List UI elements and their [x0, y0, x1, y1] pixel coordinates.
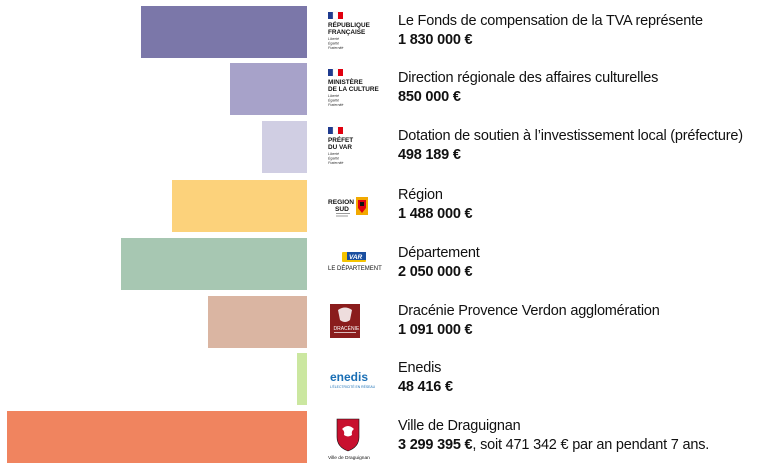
- var-departement-logo: VAR LE DÉPARTEMENT: [322, 242, 388, 286]
- chart-row: REGION SUD Région 1 488 000 €: [0, 180, 762, 232]
- chart-row: RÉPUBLIQUE FRANÇAISE Liberté Égalité Fratern…: [0, 6, 762, 58]
- value-label: 1 091 000 €: [398, 321, 762, 340]
- svg-text:SUD: SUD: [335, 206, 349, 213]
- chart-row: PRÉFET DU VAR Liberté Égalité Fraternité Dota…: [0, 121, 762, 173]
- value-label: 850 000 €: [398, 88, 762, 107]
- svg-text:Fraternité: Fraternité: [328, 161, 343, 165]
- svg-text:Égalité: Égalité: [328, 156, 339, 161]
- svg-text:Ville de Draguignan: Ville de Draguignan: [328, 455, 370, 461]
- chart-bar: [207, 296, 307, 348]
- svg-text:DRACÉNIE: DRACÉNIE: [334, 325, 361, 332]
- bar-label: Enedis 48 416 €: [398, 359, 762, 397]
- svg-text:Liberté: Liberté: [328, 152, 339, 156]
- category-label: Dracénie Provence Verdon agglomération: [398, 303, 660, 319]
- marianne-logo: PRÉFET DU VAR Liberté Égalité Fraternité: [322, 125, 388, 169]
- svg-text:PRÉFET: PRÉFET: [328, 135, 353, 144]
- chart-row: MINISTÈRE DE LA CULTURE Liberté Égalité Frat…: [0, 63, 762, 115]
- chart-bar: [261, 121, 307, 173]
- category-label: Le Fonds de compensation de la TVA repré…: [398, 13, 703, 29]
- svg-text:DU VAR: DU VAR: [328, 144, 352, 151]
- value-label: 498 189 €: [398, 146, 762, 165]
- bar-label: Dotation de soutien à l’investissement l…: [398, 127, 762, 165]
- svg-text:Égalité: Égalité: [328, 98, 339, 103]
- bar-label: Dracénie Provence Verdon agglomération 1 …: [398, 302, 762, 340]
- svg-text:L'ÉLECTRICITÉ EN RÉSEAU: L'ÉLECTRICITÉ EN RÉSEAU: [330, 384, 376, 389]
- svg-text:Égalité: Égalité: [328, 41, 339, 46]
- value-label: 1 830 000 €: [398, 31, 762, 50]
- svg-text:MINISTÈRE: MINISTÈRE: [328, 77, 364, 86]
- category-label: Département: [398, 245, 480, 261]
- bar-label: Direction régionale des affaires culture…: [398, 69, 762, 107]
- value-text: 2 050 000 €: [398, 264, 473, 280]
- category-label: Ville de Draguignan: [398, 418, 521, 434]
- bar-label: Région 1 488 000 €: [398, 186, 762, 224]
- enedis-logo: enedis L'ÉLECTRICITÉ EN RÉSEAU: [322, 357, 388, 401]
- svg-text:enedis: enedis: [330, 370, 368, 384]
- category-label: Enedis: [398, 360, 442, 376]
- marianne-logo: MINISTÈRE DE LA CULTURE Liberté Égalité Frat…: [322, 67, 388, 111]
- svg-text:Liberté: Liberté: [328, 37, 339, 41]
- chart-row: VAR LE DÉPARTEMENT Département 2 050 000 €: [0, 238, 762, 290]
- bar-label: Département 2 050 000 €: [398, 244, 762, 282]
- svg-text:Fraternité: Fraternité: [328, 46, 343, 50]
- svg-text:Liberté: Liberté: [328, 94, 339, 98]
- value-text: 3 299 395 €: [398, 437, 473, 453]
- marianne-logo: RÉPUBLIQUE FRANÇAISE Liberté Égalité Fratern…: [322, 10, 388, 54]
- category-label: Dotation de soutien à l’investissement l…: [398, 128, 743, 144]
- value-text: 498 189 €: [398, 147, 461, 163]
- chart-row: Ville de Draguignan Ville de Draguignan 3 …: [0, 411, 762, 463]
- chart-row: enedis L'ÉLECTRICITÉ EN RÉSEAU Enedis 48 41…: [0, 353, 762, 405]
- svg-text:LE DÉPARTEMENT: LE DÉPARTEMENT: [328, 265, 382, 272]
- value-text: 1 091 000 €: [398, 322, 473, 338]
- svg-text:VAR: VAR: [349, 254, 363, 261]
- svg-text:RÉPUBLIQUE: RÉPUBLIQUE: [328, 20, 371, 29]
- value-text: 48 416 €: [398, 379, 453, 395]
- value-label: 2 050 000 €: [398, 263, 762, 282]
- value-text: 1 488 000 €: [398, 206, 473, 222]
- chart-row: DRACÉNIE Dracénie Provence Verdon agglomé…: [0, 296, 762, 348]
- chart-bar: [140, 6, 307, 58]
- chart-bar: [229, 63, 307, 115]
- svg-text:DE LA CULTURE: DE LA CULTURE: [328, 86, 380, 93]
- draguignan-crest-logo: Ville de Draguignan: [322, 415, 388, 461]
- dracenie-logo: DRACÉNIE: [322, 300, 388, 344]
- category-label: Direction régionale des affaires culture…: [398, 70, 659, 86]
- svg-text:REGION: REGION: [328, 199, 354, 206]
- category-label: Région: [398, 187, 443, 203]
- value-label: 1 488 000 €: [398, 205, 762, 224]
- value-label: 3 299 395 €, soit 471 342 € par an penda…: [398, 436, 762, 455]
- chart-bar: [171, 180, 307, 232]
- bar-label: Le Fonds de compensation de la TVA repré…: [398, 12, 762, 50]
- svg-text:Fraternité: Fraternité: [328, 103, 343, 107]
- value-label: 48 416 €: [398, 378, 762, 397]
- chart-bar: [7, 411, 307, 463]
- region-sud-logo: REGION SUD: [322, 184, 388, 228]
- svg-text:FRANÇAISE: FRANÇAISE: [328, 29, 366, 36]
- chart-bar: [120, 238, 307, 290]
- chart-bar: [297, 353, 307, 405]
- bar-label: Ville de Draguignan 3 299 395 €, soit 471…: [398, 417, 762, 455]
- value-annotation: , soit 471 342 € par an pendant 7 ans.: [472, 437, 710, 453]
- value-text: 850 000 €: [398, 89, 461, 105]
- value-text: 1 830 000 €: [398, 32, 473, 48]
